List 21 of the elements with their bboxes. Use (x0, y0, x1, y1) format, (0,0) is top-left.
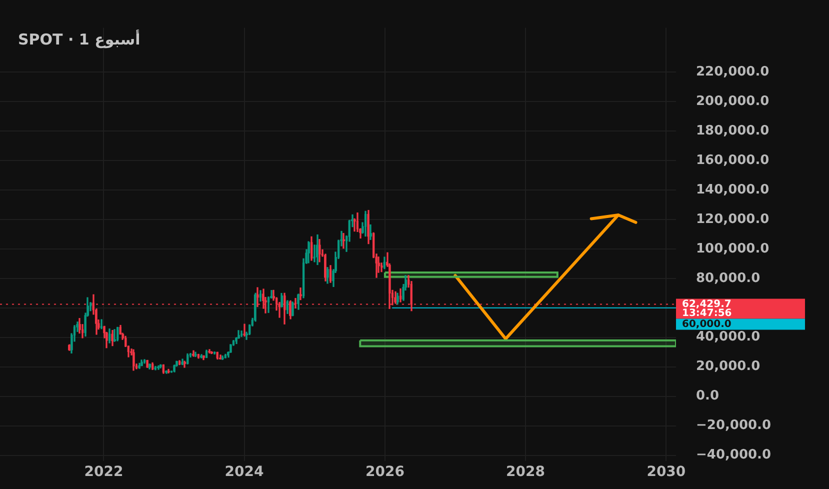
y-tick-label: 200,000.0 (696, 94, 770, 109)
ref-line-label: 62,429.7 13:47:56 (682, 298, 732, 319)
x-tick-label: 2022 (84, 464, 124, 480)
y-tick-label: 100,000.0 (696, 241, 770, 256)
y-tick-label: 220,000.0 (696, 64, 770, 80)
y-tick-label: 160,000.0 (696, 152, 770, 168)
x-tick-label: 2028 (506, 464, 545, 480)
y-tick-label: 20,000.0 (696, 359, 760, 374)
data-label: 60,000.0 (682, 318, 732, 330)
y-tick-label: 0.0 (696, 388, 720, 404)
x-tick-label: 2026 (365, 464, 404, 480)
x-tick-label: 2024 (224, 464, 264, 480)
y-tick-label: −20,000.0 (696, 418, 772, 434)
y-tick-label: −40,000.0 (696, 448, 772, 463)
y-tick-label: 40,000.0 (696, 330, 760, 345)
y-tick-label: 180,000.0 (696, 123, 770, 138)
y-tick-label: 80,000.0 (696, 270, 760, 286)
y-tick-label: 120,000.0 (696, 212, 770, 227)
x-tick-label: 2030 (646, 464, 686, 480)
y-tick-label: 140,000.0 (696, 182, 770, 198)
chart-title: SPOT · 1 أسبوع (18, 30, 140, 49)
